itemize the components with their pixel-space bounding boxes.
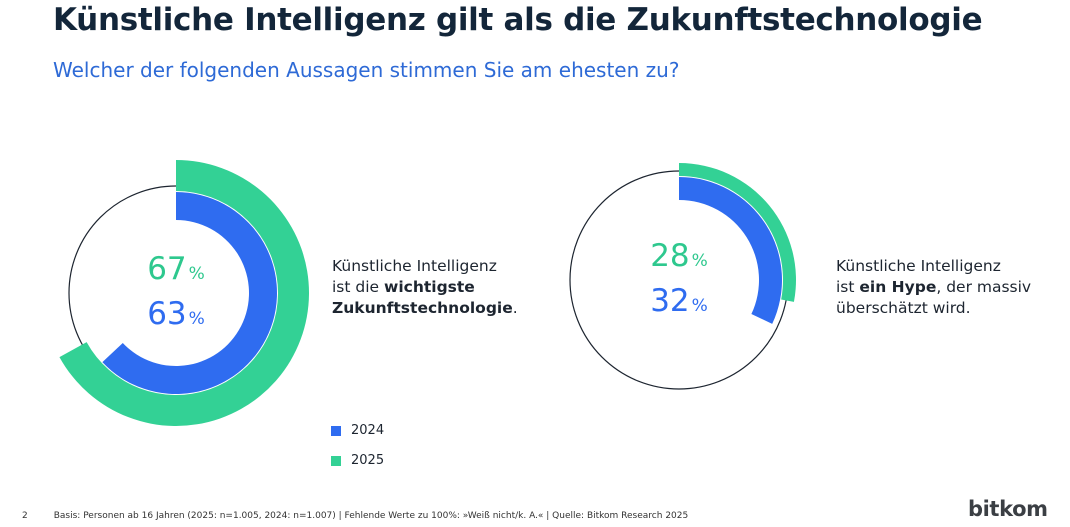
legend-label-2025: 2025	[351, 453, 385, 468]
bitkom-logo: bitkom	[968, 497, 1048, 521]
legend-item-2024: 2024	[331, 423, 384, 438]
statement-important: Künstliche Intelligenz ist die wichtigst…	[332, 256, 518, 319]
legend-swatch-2024	[331, 425, 341, 436]
statement-hype: Künstliche Intelligenz ist ein Hype, der…	[836, 256, 1031, 319]
legend-item-2025: 2025	[331, 453, 384, 468]
page-subtitle: Welcher der folgenden Aussagen stimmen S…	[53, 58, 680, 82]
donut-label-2024: 32%	[650, 283, 708, 319]
statement-important-bold-2: Zukunftstechnologie	[332, 299, 513, 317]
statement-important-line2: ist die wichtigste	[332, 278, 475, 296]
footer-source: Basis: Personen ab 16 Jahren (2025: n=1.…	[53, 511, 689, 521]
statement-hype-line2: ist ein Hype, der massiv	[836, 278, 1032, 296]
statement-important-bold: wichtigste	[384, 278, 475, 296]
statement-hype-bold: ein Hype	[859, 278, 937, 296]
statement-hype-line1: Künstliche Intelligenz	[836, 257, 1001, 275]
donut-chart-hype: 28 %32%	[569, 163, 796, 390]
donut-chart-important: 67 %63%	[59, 160, 310, 426]
donut-segment-2025	[679, 163, 796, 302]
statement-hype-line3: überschätzt wird.	[836, 299, 971, 317]
footer-note: 2 Basis: Personen ab 16 Jahren (2025: n=1…	[22, 511, 688, 521]
donut-label-2024: 63%	[147, 296, 205, 332]
page-title: Künstliche Intelligenz gilt als die Zuku…	[53, 2, 983, 38]
statement-important-line1: Künstliche Intelligenz	[332, 257, 497, 275]
statement-important-line3: Zukunftstechnologie.	[332, 299, 518, 317]
donut-label-2025: 67%	[147, 251, 205, 287]
donut-segment-2024	[679, 177, 782, 324]
page-number: 2	[22, 511, 28, 521]
donut-label-2025: 28%	[650, 238, 708, 274]
donut-segment-2024	[102, 192, 277, 394]
legend-label-2024: 2024	[351, 423, 385, 438]
legend-swatch-2025	[331, 455, 341, 466]
